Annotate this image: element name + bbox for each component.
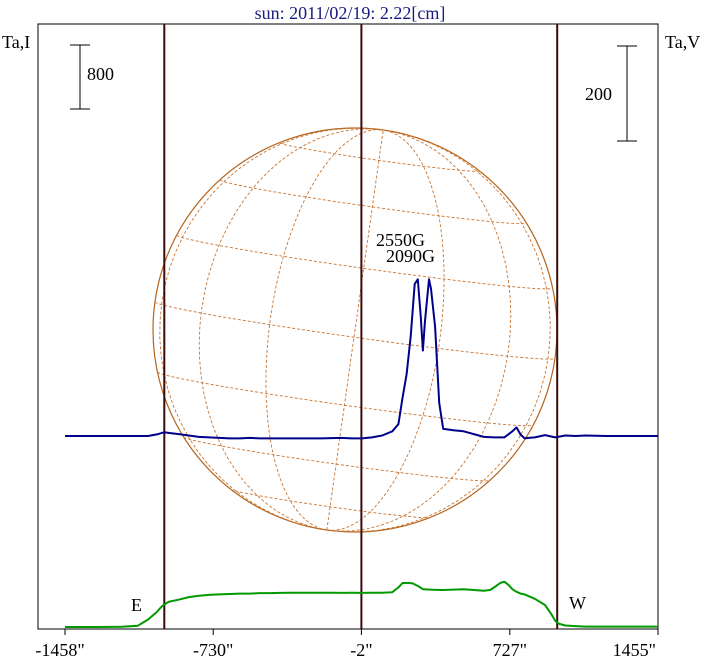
latitude-line [279,142,480,172]
west-limb-label: W [569,593,586,613]
latitude-line [176,234,553,290]
x-tick-label: -1458" [35,640,84,660]
latitude-line [154,301,556,360]
longitude-line [265,129,384,531]
longitude-line [159,127,384,531]
x-axis-ticks: -1458" -730" -2" 727" 1455" [35,629,659,660]
x-tick-label: 727" [493,640,527,660]
polarization-series-line [65,278,658,440]
longitude-line [326,129,551,533]
series-layer [65,278,658,628]
left-axis-label: Ta,I [2,32,30,52]
longitude-line [326,129,445,531]
chart-title: sun: 2011/02/19: 2.22[cm] [255,3,446,23]
latitude-line [230,488,431,519]
left-scale-label: 800 [87,64,114,84]
longitude-line [198,128,384,531]
east-limb-label: E [131,595,142,615]
right-scale-label: 200 [585,84,612,104]
annotation-2550g: 2550G [376,230,425,250]
annotation-2090g: 2090G [386,246,435,266]
solar-disk [152,127,558,533]
right-scale-bar [617,45,637,142]
x-tick-label: 1455" [613,640,656,660]
limb-marker-lines [163,24,559,629]
x-tick-label: -730" [193,640,233,660]
right-axis-label: Ta,V [665,32,700,52]
x-tick-label: -2" [350,640,372,660]
plot-frame [37,23,659,630]
longitude-line [326,129,512,532]
longitude-line [326,129,384,531]
left-scale-bar [70,44,90,110]
intensity-series-line [65,580,658,628]
